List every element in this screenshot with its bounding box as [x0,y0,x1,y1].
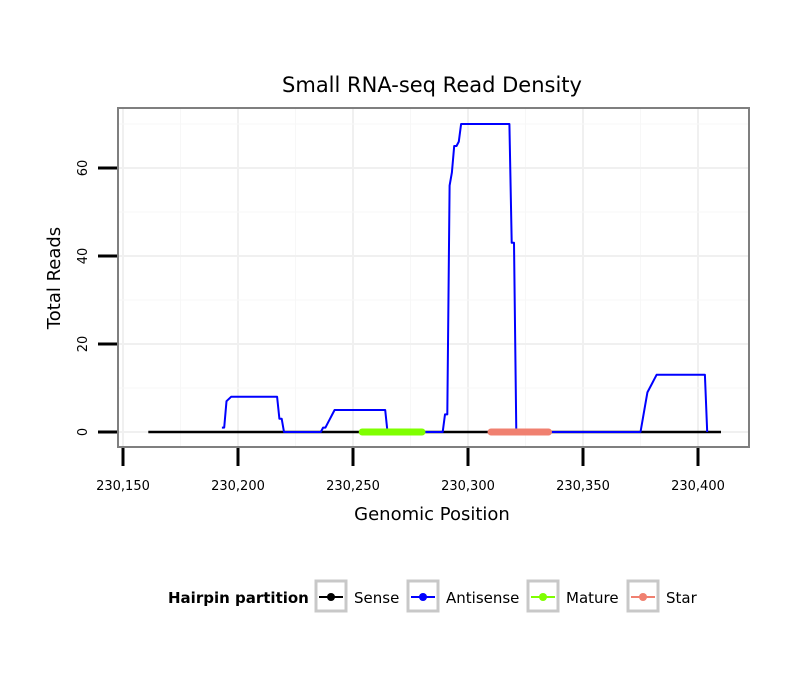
series-layer [148,123,721,436]
y-tick-label-3: 60 [76,160,91,177]
series-antisense-line [221,123,709,433]
legend-key-point [539,593,547,601]
legend-item-star: Star [626,579,698,613]
legend-label: Star [666,589,698,607]
x-tick-label-4: 230,350 [556,479,610,494]
x-tick-label-2: 230,250 [326,479,380,494]
x-axis: 230,150 230,200 230,250 230,300 230,350 230,4… [96,448,725,494]
x-tick-label-1: 230,200 [211,479,265,494]
legend-key-point [419,593,427,601]
x-tick-label-5: 230,400 [671,479,725,494]
y-axis-title: Total Reads [44,227,65,330]
legend-key-point [327,593,335,601]
legend-label: Mature [566,589,619,607]
legend-item-antisense: Antisense [406,579,519,613]
chart-title: Small RNA-seq Read Density [282,73,582,97]
x-axis-title: Genomic Position [354,504,510,525]
plot-border [117,107,750,448]
plot-panel [118,108,749,447]
y-tick-label-2: 40 [76,248,91,265]
legend-label: Antisense [446,589,519,607]
legend-item-sense: Sense [314,579,399,613]
legend: Hairpin partition Sense Antisense Mature St… [168,579,698,613]
legend-title: Hairpin partition [168,589,309,607]
y-tick-label-0: 0 [76,428,91,436]
legend-items: Sense Antisense Mature Star [314,579,698,613]
y-tick-label-1: 20 [76,336,91,353]
legend-item-mature: Mature [526,579,619,613]
legend-label: Sense [354,589,399,607]
x-tick-label-0: 230,150 [96,479,150,494]
y-axis: 0 20 40 60 [76,160,117,436]
legend-key-point [639,593,647,601]
x-tick-label-3: 230,300 [441,479,495,494]
